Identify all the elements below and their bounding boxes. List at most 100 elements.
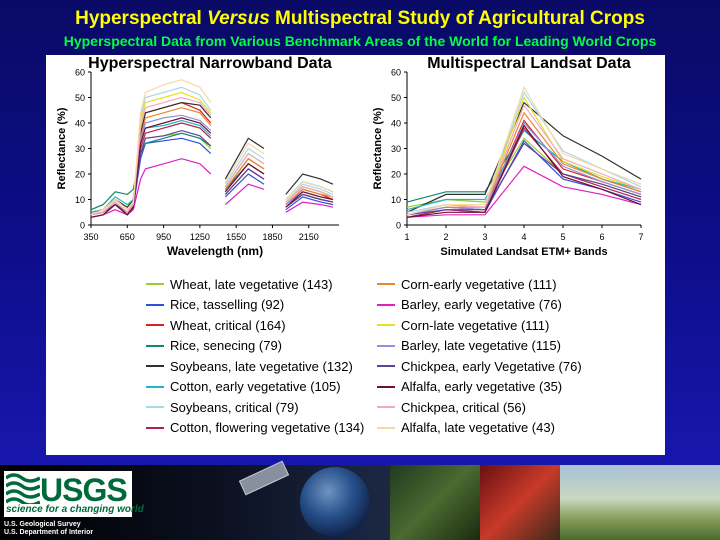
chart1-series-1-segment-1 — [90, 132, 212, 213]
chart1-x-tick-label: 2150 — [299, 232, 319, 242]
legend-item: Cotton, early vegetative (105) — [146, 378, 341, 396]
chart1-x-label: Wavelength (nm) — [167, 244, 263, 258]
chart1-y-tick-label: 60 — [75, 68, 85, 78]
legend-item: Barley, early vegetative (76) — [377, 296, 562, 314]
chart1-y-tick-label: 30 — [75, 144, 85, 154]
chart2-series-7-segment-1 — [406, 91, 642, 213]
landscape-image-forest — [390, 465, 480, 540]
earth-image — [300, 467, 370, 537]
chart1-x-tick-label: 950 — [156, 232, 171, 242]
legend-item: Rice, tasselling (92) — [146, 296, 284, 314]
legend-label: Chickpea, early Vegetative (76) — [401, 358, 582, 374]
legend-swatch — [146, 365, 164, 367]
chart2-series-13-segment-1 — [406, 142, 642, 216]
legend-label: Alfalfa, early vegetative (35) — [401, 379, 563, 394]
legend-swatch — [377, 344, 395, 347]
chart2-y-tick-label: 60 — [391, 68, 401, 78]
satellite-image — [238, 460, 290, 496]
usgs-wave-icon — [6, 473, 40, 504]
chart1-series-13-segment-2 — [224, 168, 265, 195]
legend-swatch — [377, 365, 395, 367]
chart1-x-tick-label: 350 — [83, 232, 98, 242]
chart1-y-tick-label: 10 — [75, 195, 85, 205]
legend-label: Alfalfa, late vegetative (43) — [401, 420, 555, 435]
chart2-y-tick-label: 30 — [391, 144, 401, 154]
chart1-series-2-segment-2 — [224, 173, 265, 198]
chart1-x-tick-label: 1250 — [190, 232, 210, 242]
chart2-series-14-segment-1 — [406, 124, 642, 218]
legend-label: Soybeans, critical (79) — [170, 399, 299, 415]
chart2-x-tick-label: 3 — [482, 232, 487, 242]
chart1-x-tick-label: 650 — [120, 232, 135, 242]
legend-item: Chickpea, early Vegetative (76) — [377, 357, 582, 375]
legend-swatch — [146, 426, 164, 429]
legend-item: Corn-late vegetative (111) — [377, 316, 549, 334]
legend-swatch — [377, 426, 395, 429]
chart1-series-13-segment-3 — [285, 193, 334, 208]
legend-swatch — [377, 406, 395, 408]
chart1-series-16-segment-2 — [224, 142, 265, 183]
legend-label: Corn-early vegetative (111) — [401, 276, 557, 292]
chart1-series-12-segment-1 — [90, 114, 212, 216]
legend-item: Alfalfa, early vegetative (35) — [377, 378, 562, 396]
legend-item: Chickpea, critical (56) — [377, 398, 526, 416]
legend-item: Soybeans, critical (79) — [146, 398, 299, 416]
legend-label: Cotton, early vegetative (105) — [170, 379, 341, 394]
legend-label: Rice, tasselling (92) — [170, 297, 285, 312]
chart2-y-tick-label: 40 — [391, 119, 401, 129]
chart1-series-10-segment-3 — [285, 201, 334, 213]
legend-label: Rice, senecing (79) — [170, 338, 282, 353]
legend-swatch — [146, 303, 164, 306]
legend-item: Soybeans, late vegetative (132) — [146, 357, 353, 375]
legend-label: Barley, early vegetative (76) — [401, 297, 562, 312]
legend-swatch — [146, 283, 164, 285]
chart1-y-tick-label: 50 — [75, 93, 85, 103]
chart1-series-15-segment-1 — [90, 96, 212, 216]
chart2-x-tick-label: 5 — [560, 232, 565, 242]
chart2-y-label: Reflectance (%) — [372, 107, 384, 189]
legend-item: Wheat, critical (164) — [146, 316, 286, 334]
chart1-x-tick-label: 1850 — [262, 232, 282, 242]
legend-item: Cotton, flowering vegetative (134) — [146, 419, 364, 437]
chart1-series-15-segment-3 — [285, 186, 334, 203]
chart1-series-7-segment-2 — [224, 147, 265, 185]
chart1-y-tick-label: 0 — [80, 221, 85, 231]
chart1-series-14-segment-3 — [285, 191, 334, 208]
landscape-image-fire — [480, 465, 560, 540]
legend-swatch — [377, 385, 395, 388]
chart2-x-label: Simulated Landsat ETM+ Bands — [440, 246, 607, 258]
chart1-series-9-segment-3 — [285, 188, 334, 206]
legend-label: Wheat, critical (164) — [170, 317, 286, 333]
chart1-series-5-segment-3 — [285, 173, 334, 195]
legend-swatch — [377, 324, 395, 326]
legend-swatch — [146, 344, 164, 347]
charts-svg: Hyperspectral Narrowband Data01020304050… — [56, 55, 644, 258]
chart1-series-15-segment-2 — [224, 152, 265, 188]
landscape-image-field — [560, 465, 720, 540]
chart2-title: Multispectral Landsat Data — [427, 55, 631, 72]
legend-label: Chickpea, critical (56) — [401, 399, 526, 415]
chart1-series-4-segment-1 — [90, 132, 212, 211]
chart1-series-16-segment-1 — [90, 79, 212, 216]
chart1-series-5-segment-2 — [224, 137, 265, 180]
legend-item: Corn-early vegetative (111) — [377, 275, 557, 293]
chart1-y-tick-label: 20 — [75, 170, 85, 180]
chart2-y-tick-label: 10 — [391, 195, 401, 205]
legend-item: Rice, senecing (79) — [146, 337, 282, 355]
chart1-series-14-segment-1 — [90, 117, 212, 218]
chart2-series-16-segment-1 — [406, 85, 642, 216]
chart1-series-13-segment-1 — [90, 129, 212, 216]
chart1-series-10-segment-1 — [90, 158, 212, 218]
agency-line-2: U.S. Department of Interior — [4, 529, 94, 536]
legend-item: Alfalfa, late vegetative (43) — [377, 419, 555, 437]
chart2-series-11-segment-1 — [406, 96, 642, 216]
legend-label: Wheat, late vegetative (143) — [170, 276, 333, 292]
usgs-tagline: science for a changing world — [6, 504, 144, 515]
footer-banner: USGS science for a changing world U.S. G… — [0, 460, 720, 540]
usgs-wordmark: USGS — [40, 472, 128, 508]
chart2-series-10-segment-1 — [406, 165, 642, 218]
legend-swatch — [146, 385, 164, 388]
chart2-y-tick-label: 0 — [396, 221, 401, 231]
page-subtitle: Hyperspectral Data from Various Benchmar… — [63, 33, 657, 49]
chart1-x-tick-label: 1550 — [226, 232, 246, 242]
